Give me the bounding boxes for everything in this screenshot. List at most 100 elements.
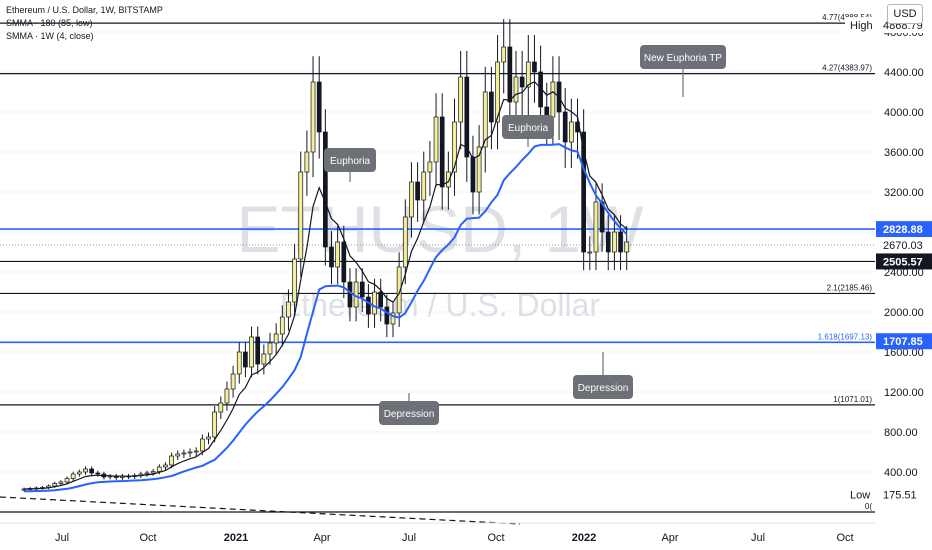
candle-body [415,181,420,201]
y-tick-label: 800.00 [884,427,918,439]
candle-body [446,171,451,188]
candle-body [618,231,623,253]
price-tag-box [876,221,932,238]
candle-body [501,46,507,63]
candle-body [550,81,556,118]
candle-body [156,466,162,472]
callout-euphoria-2: Euphoria [502,115,554,147]
time-axis: Jul Oct 2021 Apr Jul Oct 2022 Apr Jul Oct [0,522,875,544]
candle-body [64,478,70,483]
axis-bg [875,0,932,550]
candle-body [409,181,414,218]
candle-body [273,333,279,344]
x-tick-label: Oct [487,532,504,544]
price-tag-box [876,333,932,350]
candle-body [261,353,267,365]
candle-body [323,131,328,248]
candle-body [587,251,593,254]
candle-body [624,241,630,253]
y-tick-label: 3200.00 [884,187,924,199]
fib-levels: 5.3(5427.50)4.77(4888.54)4.27(4383.97)2.… [0,13,875,513]
candle-body [83,468,88,473]
candle-body [298,171,304,260]
price-axis: 400.00 800.00 1200.00 1600.00 2000.00 2400.00… [875,0,932,550]
candle-body [581,131,587,253]
candle-body [341,241,347,283]
candle-body [212,411,217,438]
candle-body [433,116,439,163]
chart-legend: Ethereum / U.S. Dollar, 1W, BITSTAMP SMM… [6,4,163,43]
currency-button[interactable]: USD [887,4,923,24]
price-tag-label: Low [850,489,870,501]
y-tick-label: 2000.00 [884,307,924,319]
price-tag-label-box [845,17,875,34]
candle-body [310,81,316,153]
candle-body [249,336,254,368]
candle-body [58,481,64,484]
candle-body [193,450,199,453]
candle-body [187,451,193,454]
candle-body [612,231,617,253]
candle-body [169,455,174,466]
candle-body [89,468,95,474]
candle-body [76,471,82,475]
candle-body [495,61,500,123]
candle-body [402,216,408,268]
candle-body [359,281,365,298]
fib-level-label: 2.1(2185.46) [827,283,873,292]
price-tag-value: 175.51 [883,489,917,501]
candle-body [593,201,599,253]
candle-body [267,342,273,355]
x-tick-label: Jul [751,532,765,544]
x-tick-label: Apr [313,532,330,544]
candle-body [482,91,488,148]
price-tag-label-box [845,486,875,503]
candle-body [347,281,353,308]
x-tick-label: 2022 [572,532,596,544]
candle-body [316,81,322,133]
x-tick-label: Jul [55,532,69,544]
y-tick-label: 4000.00 [884,107,924,119]
price-tag-label: High [850,20,873,32]
candle-body [489,91,494,123]
candle-body [396,266,402,314]
candle-body [421,171,427,201]
x-tick-label: Oct [836,532,853,544]
callout-depression-1: Depression [379,393,439,425]
callout-label: Euphoria [508,123,548,134]
candle-body [218,402,224,413]
y-tick-label: 1600.00 [884,347,924,359]
candle-body [335,241,340,268]
callout-box [573,375,633,399]
candle-body [366,296,371,315]
y-tick-label: 4400.00 [884,67,924,79]
candle-body [255,336,261,365]
x-tick-label: 2021 [224,532,248,544]
candle-body [95,472,101,475]
candle-body [292,258,297,303]
callout-box [502,115,554,139]
candle-body [304,151,310,173]
y-tick-label: 2400.00 [884,267,924,279]
candle-body [243,351,248,368]
candle-body [458,76,463,123]
callout-label: Depression [384,409,435,420]
candle-body [513,76,519,103]
indicator-smma-1w: SMMA · 1W (4, close) [6,31,94,41]
candle-body [150,471,156,474]
x-tick-label: Jul [402,532,416,544]
fib-level-label: 1.618(1697.13) [818,332,873,341]
candle-body [224,388,230,404]
candle-body [464,76,470,158]
callout-label: New Euphoria TP [644,53,723,64]
candle-body [230,373,236,390]
candle-body [372,291,377,315]
candle-body [476,146,482,193]
callout-euphoria-1: Euphoria [324,148,376,182]
candle-body [206,436,211,440]
candle-body [439,116,445,188]
candle-body [163,464,168,468]
price-tag-value: 2505.57 [883,256,923,268]
price-tag-value: 2670.03 [883,240,923,252]
